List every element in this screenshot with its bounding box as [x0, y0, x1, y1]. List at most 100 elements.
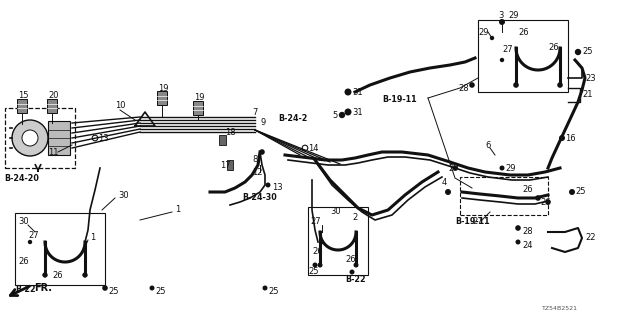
Text: 1: 1	[90, 234, 95, 243]
Circle shape	[83, 273, 88, 277]
Text: 25: 25	[268, 287, 278, 297]
Circle shape	[42, 273, 47, 277]
Text: FR.: FR.	[34, 283, 52, 293]
Text: 30: 30	[330, 207, 340, 217]
Text: 31: 31	[352, 108, 363, 116]
Bar	[193, 101, 203, 115]
Text: 26: 26	[518, 28, 529, 36]
Text: 26: 26	[18, 258, 29, 267]
Circle shape	[92, 135, 98, 141]
Text: 20: 20	[48, 92, 58, 100]
Text: 19: 19	[194, 93, 205, 102]
Circle shape	[262, 285, 268, 291]
Text: 4: 4	[442, 178, 447, 187]
Text: 7: 7	[252, 108, 257, 116]
Circle shape	[575, 49, 581, 55]
Text: 28: 28	[458, 84, 468, 92]
Text: 29: 29	[505, 164, 515, 172]
Text: 11: 11	[48, 148, 58, 156]
Circle shape	[349, 269, 355, 275]
Circle shape	[535, 195, 541, 201]
Text: 16: 16	[565, 133, 575, 142]
Text: B-24-2: B-24-2	[278, 114, 307, 123]
Circle shape	[259, 149, 265, 155]
Text: 25: 25	[575, 188, 586, 196]
Text: 13: 13	[272, 183, 283, 193]
Bar	[157, 91, 167, 105]
Text: TZ54B2521: TZ54B2521	[542, 306, 578, 310]
Circle shape	[150, 285, 154, 291]
Circle shape	[452, 165, 458, 171]
Text: B-24-30: B-24-30	[242, 194, 276, 203]
Circle shape	[42, 273, 47, 277]
Text: 18: 18	[225, 127, 236, 137]
Text: 25: 25	[155, 287, 166, 297]
Circle shape	[317, 262, 323, 268]
Text: 19: 19	[158, 84, 168, 92]
Text: 26: 26	[345, 255, 356, 265]
Bar	[17, 99, 27, 113]
Text: 30: 30	[18, 218, 29, 227]
Circle shape	[312, 262, 317, 268]
Circle shape	[353, 262, 358, 268]
Text: B-22: B-22	[345, 276, 365, 284]
Text: 26: 26	[522, 186, 532, 195]
Circle shape	[320, 240, 324, 244]
Circle shape	[557, 82, 563, 88]
Text: 27: 27	[502, 45, 513, 54]
Bar	[218, 135, 225, 145]
Text: 3: 3	[498, 11, 504, 20]
Circle shape	[445, 189, 451, 195]
Circle shape	[500, 58, 504, 62]
Text: 17: 17	[220, 161, 230, 170]
Text: 22: 22	[585, 234, 595, 243]
Text: 27: 27	[472, 218, 483, 227]
Text: 15: 15	[18, 92, 29, 100]
Text: B-19-11: B-19-11	[382, 95, 417, 105]
Bar	[48, 121, 70, 155]
Text: 29: 29	[508, 11, 518, 20]
Circle shape	[559, 135, 565, 141]
Circle shape	[22, 130, 38, 146]
Bar	[308, 207, 368, 275]
Text: 28: 28	[522, 228, 532, 236]
Text: 26: 26	[548, 44, 559, 52]
Circle shape	[545, 199, 551, 205]
Circle shape	[344, 89, 351, 95]
Text: 31: 31	[352, 87, 363, 97]
Text: 6: 6	[485, 140, 490, 149]
Text: 24: 24	[522, 241, 532, 250]
Text: 27: 27	[28, 230, 38, 239]
Circle shape	[513, 82, 519, 88]
Bar	[478, 20, 568, 92]
Bar	[227, 160, 234, 170]
Circle shape	[302, 145, 308, 151]
Text: 1: 1	[175, 205, 180, 214]
Circle shape	[499, 19, 505, 25]
Text: 23: 23	[585, 74, 596, 83]
Text: 8: 8	[252, 156, 257, 164]
Circle shape	[344, 108, 351, 116]
Text: 21: 21	[582, 90, 593, 99]
Text: 29: 29	[478, 28, 488, 36]
Text: B-24-20: B-24-20	[4, 173, 39, 182]
Circle shape	[515, 225, 521, 231]
Text: 25: 25	[582, 47, 593, 57]
Circle shape	[515, 239, 520, 244]
Circle shape	[469, 82, 475, 88]
Text: 27: 27	[310, 218, 321, 227]
Circle shape	[339, 112, 345, 118]
Bar	[15, 213, 105, 285]
Bar	[47, 99, 57, 113]
Text: 14: 14	[308, 143, 319, 153]
Circle shape	[499, 165, 504, 171]
Text: 25: 25	[308, 268, 319, 276]
Text: B-22: B-22	[15, 285, 36, 294]
Circle shape	[490, 36, 494, 40]
Circle shape	[569, 189, 575, 195]
Text: 9: 9	[260, 117, 265, 126]
Circle shape	[102, 285, 108, 291]
Text: 26: 26	[52, 270, 63, 279]
Text: 25: 25	[108, 287, 118, 297]
Bar	[460, 177, 548, 215]
